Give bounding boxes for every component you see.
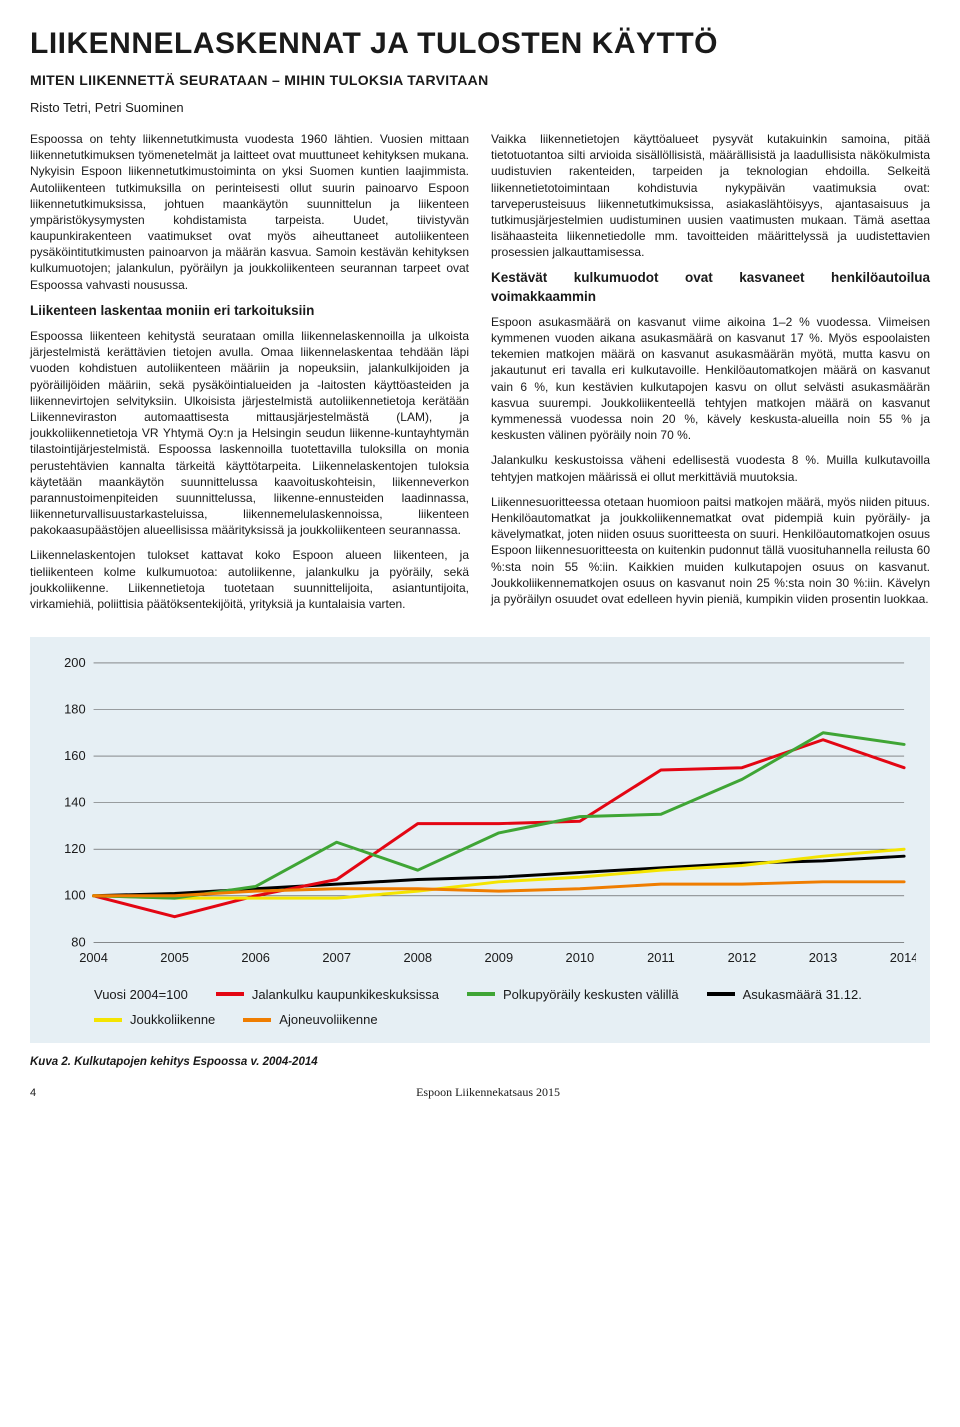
svg-text:80: 80 bbox=[71, 934, 85, 949]
svg-text:2005: 2005 bbox=[160, 950, 189, 965]
legend-label: Joukkoliikenne bbox=[130, 1011, 215, 1029]
section-heading: Kestävät kulkumuodot ovat kasvaneet henk… bbox=[491, 269, 930, 305]
paragraph: Liikennesuoritteessa otetaan huomioon pa… bbox=[491, 494, 930, 607]
svg-text:2004: 2004 bbox=[79, 950, 108, 965]
legend-item: Ajoneuvoliikenne bbox=[243, 1011, 377, 1029]
chart-legend: Vuosi 2004=100 Jalankulku kaupunkikeskuks… bbox=[94, 986, 916, 1029]
section-heading: Liikenteen laskentaa moniin eri tarkoitu… bbox=[30, 302, 469, 320]
svg-text:2007: 2007 bbox=[322, 950, 351, 965]
legend-swatch bbox=[707, 992, 735, 996]
legend-swatch bbox=[94, 1018, 122, 1022]
chart-caption: Kuva 2. Kulkutapojen kehitys Espoossa v.… bbox=[30, 1055, 930, 1071]
svg-text:200: 200 bbox=[64, 655, 85, 670]
legend-swatch bbox=[216, 992, 244, 996]
legend-label: Jalankulku kaupunkikeskuksissa bbox=[252, 986, 439, 1004]
page-number: 4 bbox=[30, 1086, 36, 1101]
svg-text:2010: 2010 bbox=[566, 950, 595, 965]
svg-text:2006: 2006 bbox=[241, 950, 270, 965]
paragraph: Vaikka liikennetietojen käyttöalueet pys… bbox=[491, 131, 930, 261]
legend-label: Ajoneuvoliikenne bbox=[279, 1011, 377, 1029]
paragraph: Espoon asukasmäärä on kasvanut viime aik… bbox=[491, 314, 930, 444]
footer-title: Espoon Liikennekatsaus 2015 bbox=[416, 1084, 560, 1100]
svg-text:2011: 2011 bbox=[647, 950, 675, 965]
line-chart: 80 100 120 140 160 180 200 2004 2005 2006 2007 2008… bbox=[44, 655, 916, 972]
svg-text:100: 100 bbox=[64, 887, 85, 902]
page-subtitle: MITEN LIIKENNETTÄ SEURATAAN – MIHIN TULO… bbox=[30, 71, 930, 90]
paragraph: Espoossa liikenteen kehitystä seurataan … bbox=[30, 328, 469, 538]
page-footer: 4 Espoon Liikennekatsaus 2015 bbox=[30, 1084, 930, 1101]
paragraph: Jalankulku keskustoissa väheni edellises… bbox=[491, 452, 930, 484]
body-text: Espoossa on tehty liikennetutkimusta vuo… bbox=[30, 131, 930, 619]
chart-panel: 80 100 120 140 160 180 200 2004 2005 2006 2007 2008… bbox=[30, 637, 930, 1043]
legend-item: Joukkoliikenne bbox=[94, 1011, 215, 1029]
svg-text:2008: 2008 bbox=[403, 950, 432, 965]
legend-header: Vuosi 2004=100 bbox=[94, 986, 188, 1004]
svg-text:180: 180 bbox=[64, 701, 85, 716]
paragraph: Espoossa on tehty liikennetutkimusta vuo… bbox=[30, 131, 469, 293]
authors: Risto Tetri, Petri Suominen bbox=[30, 99, 930, 117]
legend-label: Asukasmäärä 31.12. bbox=[743, 986, 862, 1004]
legend-swatch bbox=[467, 992, 495, 996]
legend-label: Polkupyöräily keskusten välillä bbox=[503, 986, 679, 1004]
paragraph: Liikennelaskentojen tulokset kattavat ko… bbox=[30, 547, 469, 612]
legend-item: Polkupyöräily keskusten välillä bbox=[467, 986, 679, 1004]
svg-text:2012: 2012 bbox=[728, 950, 757, 965]
svg-text:140: 140 bbox=[64, 794, 85, 809]
svg-text:120: 120 bbox=[64, 841, 85, 856]
svg-text:2014: 2014 bbox=[890, 950, 916, 965]
svg-text:2009: 2009 bbox=[484, 950, 513, 965]
legend-item: Jalankulku kaupunkikeskuksissa bbox=[216, 986, 439, 1004]
svg-text:160: 160 bbox=[64, 748, 85, 763]
page-title: LIIKENNELASKENNAT JA TULOSTEN KÄYTTÖ bbox=[30, 24, 930, 65]
legend-item: Asukasmäärä 31.12. bbox=[707, 986, 862, 1004]
legend-swatch bbox=[243, 1018, 271, 1022]
svg-text:2013: 2013 bbox=[809, 950, 838, 965]
